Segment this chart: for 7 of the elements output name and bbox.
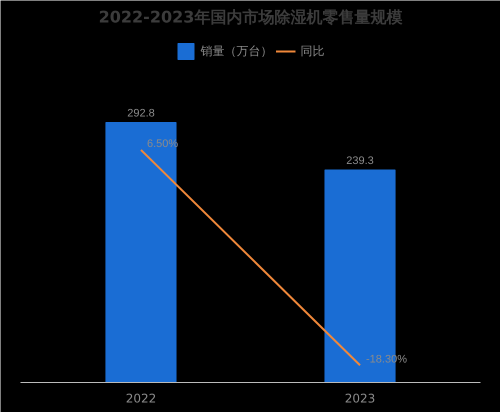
chart-title: 2022-2023年国内市场除湿机零售量规模 [98,8,402,26]
legend-label: 销量（万台） [200,42,272,60]
data-label: 292.8 [127,108,155,120]
legend-label: 同比 [300,42,324,60]
x-tick-label: 2023 [344,392,376,406]
data-label: 239.3 [346,155,374,168]
x-tick-label: 2022 [126,392,156,406]
